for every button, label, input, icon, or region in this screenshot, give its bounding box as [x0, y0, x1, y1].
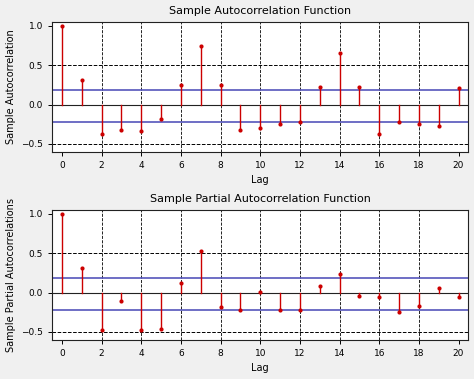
X-axis label: Lag: Lag: [251, 175, 269, 185]
Title: Sample Partial Autocorrelation Function: Sample Partial Autocorrelation Function: [150, 194, 371, 204]
Y-axis label: Sample Autocorrelation: Sample Autocorrelation: [6, 30, 16, 144]
X-axis label: Lag: Lag: [251, 363, 269, 373]
Title: Sample Autocorrelation Function: Sample Autocorrelation Function: [169, 6, 351, 16]
Y-axis label: Sample Partial Autocorrelations: Sample Partial Autocorrelations: [6, 198, 16, 352]
